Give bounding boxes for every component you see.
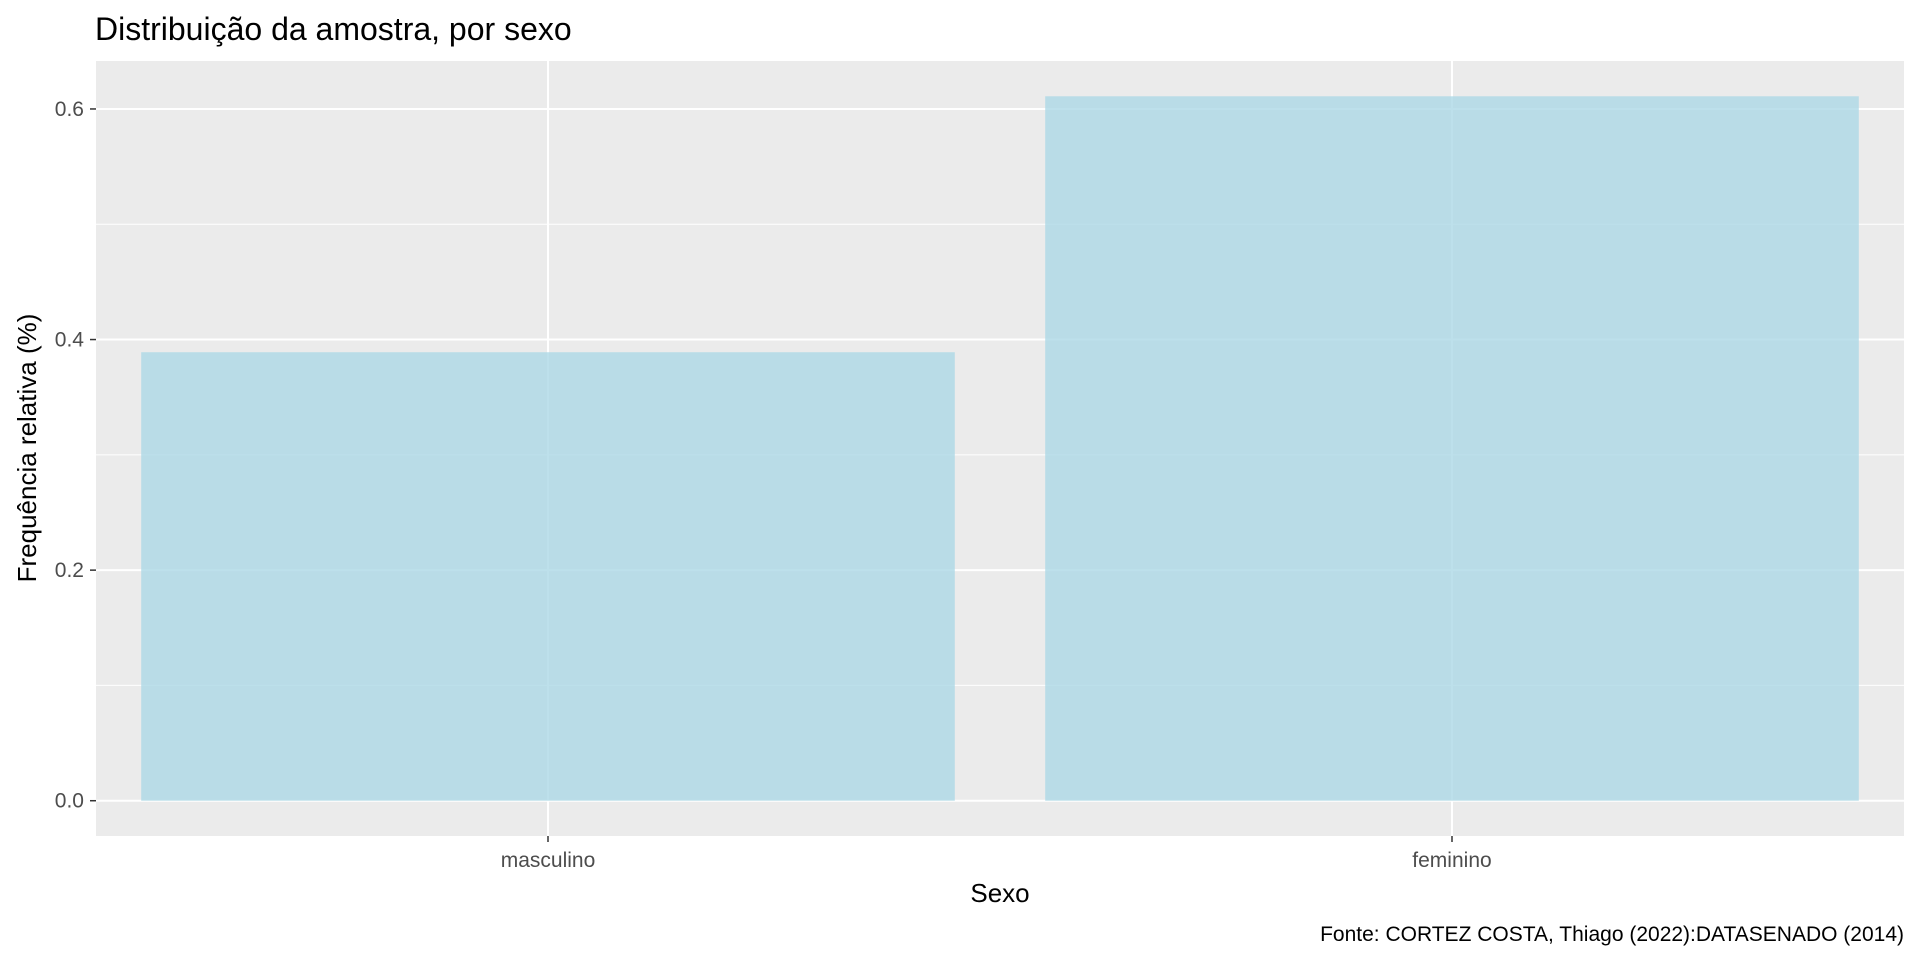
source-caption: Fonte: CORTEZ COSTA, Thiago (2022):DATAS… bbox=[1320, 923, 1904, 946]
y-tick-label: 0.2 bbox=[55, 559, 84, 582]
x-tick-label: feminino bbox=[1412, 849, 1491, 872]
bar-masculino bbox=[141, 352, 955, 801]
y-axis-title: Frequência relativa (%) bbox=[12, 314, 42, 583]
bar-feminino bbox=[1045, 96, 1859, 801]
bars bbox=[141, 96, 1859, 801]
x-axis-title: Sexo bbox=[970, 878, 1029, 908]
y-tick-label: 0.0 bbox=[55, 790, 84, 813]
chart-title: Distribuição da amostra, por sexo bbox=[95, 11, 572, 47]
x-axis: masculino feminino bbox=[501, 836, 1492, 872]
y-tick-label: 0.6 bbox=[55, 98, 84, 121]
y-axis: 0.0 0.2 0.4 0.6 bbox=[55, 98, 96, 813]
x-tick-label: masculino bbox=[501, 849, 596, 872]
y-tick-label: 0.4 bbox=[55, 329, 85, 352]
